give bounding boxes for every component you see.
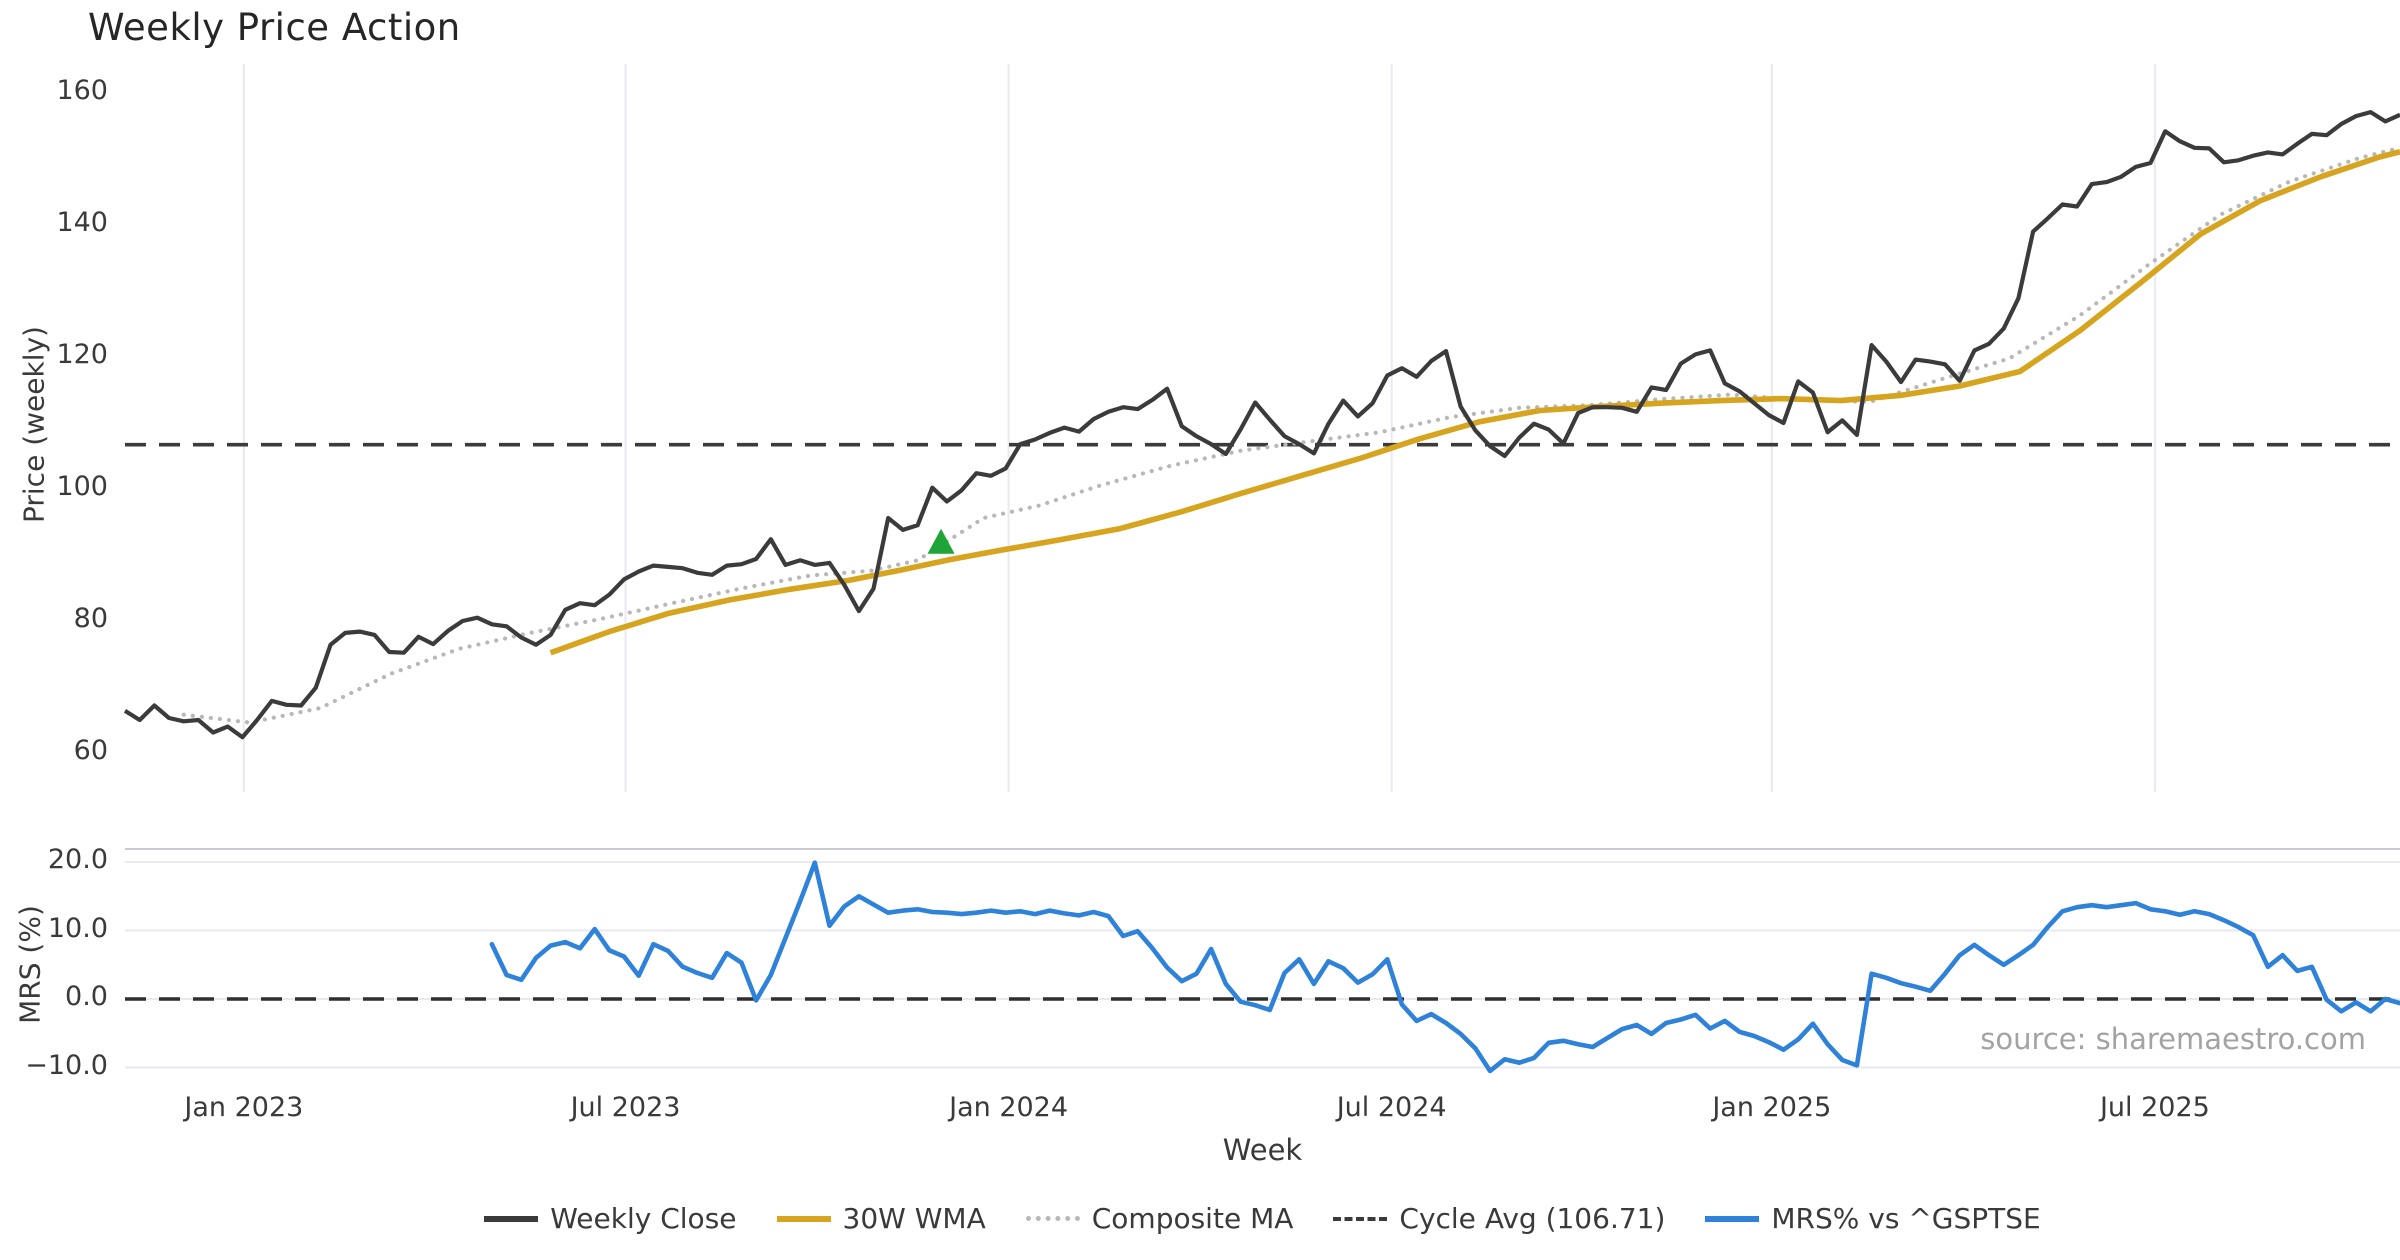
chart-title: Weekly Price Action <box>88 6 461 49</box>
legend: Weekly Close 30W WMA Composite MA Cycle … <box>125 1202 2400 1235</box>
legend-item-weekly-close: Weekly Close <box>484 1202 737 1235</box>
wma30-line <box>549 148 2400 656</box>
weekly-close-swatch-icon <box>484 1215 539 1222</box>
x-tick-label: Jul 2023 <box>570 1092 681 1123</box>
weekly-close-line <box>123 109 2400 740</box>
mrs-swatch-icon <box>1705 1215 1760 1222</box>
price-ytick-label: 60 <box>73 735 108 766</box>
legend-item-30w-wma: 30W WMA <box>776 1202 986 1235</box>
mrs-ytick-label: 10.0 <box>47 912 108 944</box>
price-ytick-label: 120 <box>56 339 108 370</box>
wma-swatch-icon <box>776 1215 831 1222</box>
legend-label: Cycle Avg (106.71) <box>1399 1202 1666 1235</box>
legend-item-cycle-avg: Cycle Avg (106.71) <box>1333 1202 1665 1235</box>
source-note: source: sharemaestro.com <box>1980 1022 2366 1056</box>
mrs-ytick-label: −10.0 <box>25 1049 108 1081</box>
x-axis-label: Week <box>1222 1133 1303 1167</box>
x-tick-label: Jan 2025 <box>1712 1092 1832 1123</box>
legend-label: Composite MA <box>1091 1202 1294 1235</box>
x-tick-label: Jul 2025 <box>2099 1092 2210 1123</box>
mrs-axis-label: MRS (%) <box>13 905 47 1024</box>
price-ytick-label: 160 <box>56 75 108 106</box>
price-ytick-label: 140 <box>56 207 108 238</box>
mrs-line <box>489 860 2400 1074</box>
composite-swatch-icon <box>1025 1216 1080 1221</box>
mrs-ytick-label: 20.0 <box>47 844 108 875</box>
composite-ma-line <box>181 145 2400 725</box>
legend-label: Weekly Close <box>550 1202 737 1235</box>
x-tick-label: Jan 2024 <box>949 1092 1069 1123</box>
x-tick-label: Jul 2024 <box>1336 1092 1447 1123</box>
mrs-ytick-label: 0.0 <box>65 981 108 1012</box>
cycle-avg-swatch-icon <box>1333 1216 1388 1221</box>
x-tick-label: Jan 2023 <box>184 1092 304 1123</box>
price-ytick-label: 100 <box>56 471 108 502</box>
legend-label: MRS% vs ^GSPTSE <box>1771 1202 2041 1235</box>
price-ytick-label: 80 <box>73 603 108 634</box>
legend-item-composite-ma: Composite MA <box>1025 1202 1294 1235</box>
legend-label: 30W WMA <box>842 1202 986 1235</box>
buy-signal-triangle-icon <box>927 528 955 554</box>
legend-item-mrs: MRS% vs ^GSPTSE <box>1705 1202 2041 1235</box>
